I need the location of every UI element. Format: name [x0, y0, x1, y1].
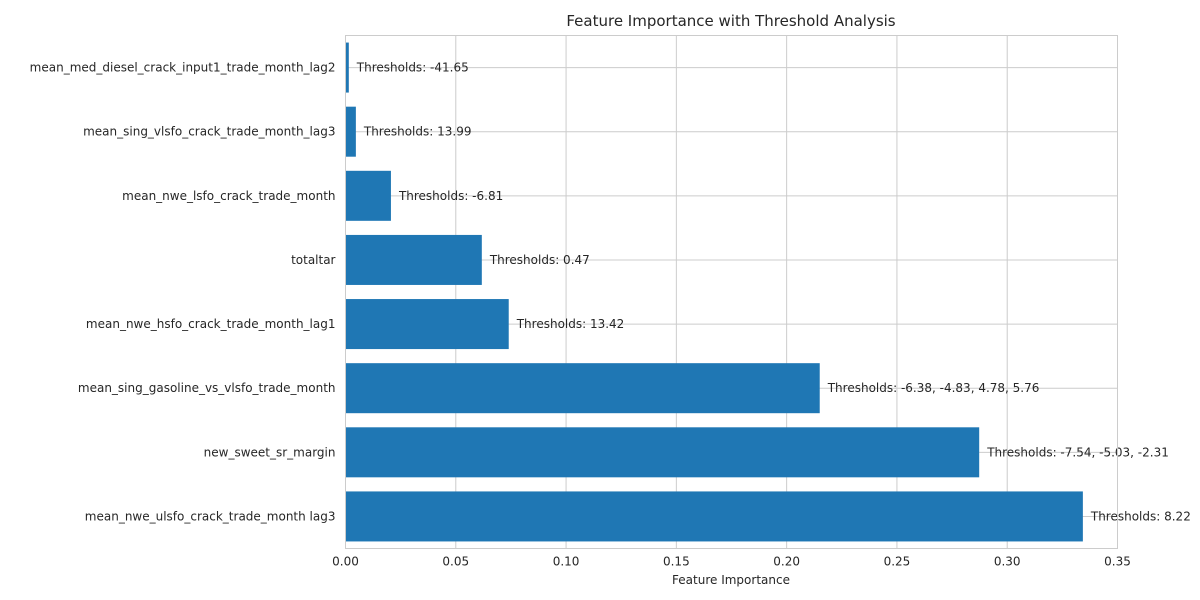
bar — [345, 234, 482, 285]
x-tick-label: 0.30 — [994, 555, 1021, 569]
bar-annotation: Thresholds: -41.65 — [356, 61, 469, 75]
bar — [345, 299, 509, 350]
y-tick-label: mean_sing_vlsfo_crack_trade_month_lag3 — [83, 125, 335, 139]
x-tick-label: 0.25 — [884, 555, 911, 569]
bar — [345, 106, 356, 157]
bar-annotation: Thresholds: 13.42 — [516, 317, 625, 331]
y-tick-label: mean_nwe_lsfo_crack_trade_month — [122, 189, 335, 203]
bar-annotations: Thresholds: -41.65 Thresholds: 13.99 Thres… — [356, 61, 1191, 524]
bar-annotation: Thresholds: 13.99 — [363, 125, 472, 139]
chart-title: Feature Importance with Threshold Analys… — [566, 12, 895, 30]
x-tick-label: 0.35 — [1104, 555, 1131, 569]
plot-frame — [345, 35, 1118, 549]
y-tick-label: totaltar — [291, 253, 335, 267]
y-tick-label: mean_sing_gasoline_vs_vlsfo_trade_month — [78, 381, 336, 395]
y-tick-label: mean_nwe_ulsfo_crack_trade_month lag3 — [85, 509, 336, 523]
x-tick-label: 0.10 — [553, 555, 580, 569]
x-axis-label: Feature Importance — [672, 573, 790, 587]
x-tick-label: 0.20 — [773, 555, 800, 569]
bar-annotation: Thresholds: -6.38, -4.83, 4.78, 5.76 — [827, 381, 1040, 395]
x-tick-label: 0.15 — [663, 555, 690, 569]
bars — [345, 42, 1083, 542]
y-tick-label: new_sweet_sr_margin — [204, 445, 336, 459]
bar-annotation: Thresholds: 0.47 — [489, 253, 590, 267]
x-tick-label: 0.00 — [332, 555, 359, 569]
bar — [345, 427, 980, 478]
bar — [345, 491, 1083, 542]
bar — [345, 42, 349, 93]
bar-annotation: Thresholds: 8.22 — [1090, 509, 1191, 523]
bar-annotation: Thresholds: -6.81 — [398, 189, 503, 203]
bar — [345, 363, 820, 414]
y-tick-label: mean_med_diesel_crack_input1_trade_month… — [30, 61, 336, 75]
x-tick-labels: 0.00 0.05 0.10 0.15 0.20 0.25 0.30 0.35 — [332, 555, 1131, 569]
x-tick-label: 0.05 — [442, 555, 469, 569]
y-tick-label: mean_nwe_hsfo_crack_trade_month_lag1 — [86, 317, 336, 331]
bar-annotation: Thresholds: -7.54, -5.03, -2.31 — [986, 445, 1169, 459]
y-tick-labels: mean_med_diesel_crack_input1_trade_month… — [30, 61, 336, 524]
bar — [345, 170, 391, 221]
